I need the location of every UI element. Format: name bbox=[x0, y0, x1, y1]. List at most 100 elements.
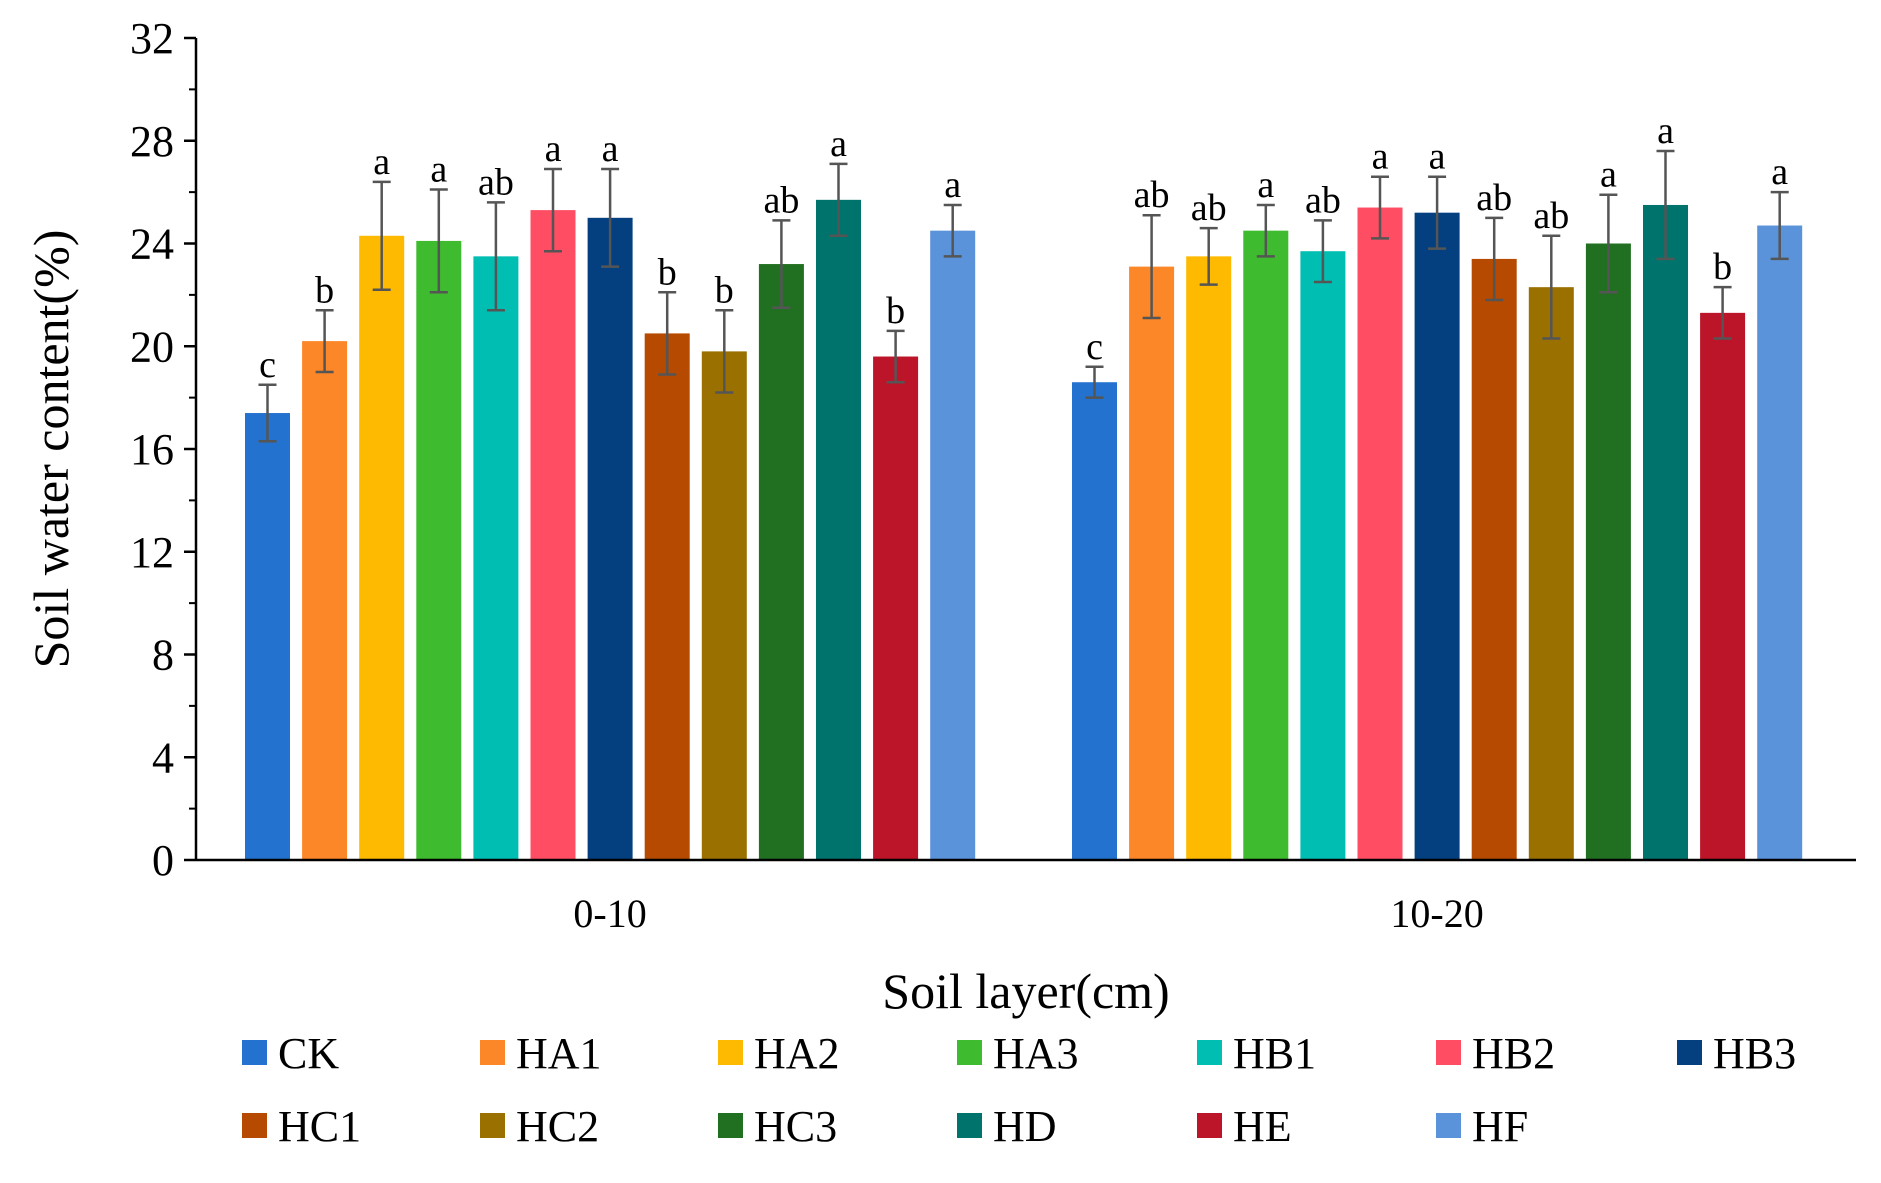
bar-ck-0-10 bbox=[245, 413, 290, 860]
legend-swatch bbox=[242, 1113, 267, 1138]
legend-item-hb2: HB2 bbox=[1436, 1029, 1555, 1078]
significance-letter-ha1-10-20: ab bbox=[1134, 174, 1170, 216]
legend-swatch bbox=[957, 1113, 982, 1138]
y-tick-label: 16 bbox=[130, 425, 174, 474]
error-bar-ha3-0-10 bbox=[429, 188, 448, 294]
legend-item-ck: CK bbox=[242, 1029, 339, 1078]
significance-letter-hc3-10-20: a bbox=[1600, 154, 1617, 196]
legend-label: HA2 bbox=[754, 1029, 840, 1078]
bar-hc3-0-10 bbox=[758, 264, 804, 860]
legend-swatch bbox=[1436, 1113, 1461, 1138]
bar-hc3-10-20 bbox=[1585, 243, 1631, 860]
error-bar-ha2-0-10 bbox=[372, 180, 391, 291]
legend-label: HC2 bbox=[516, 1102, 599, 1151]
legend-label: HB3 bbox=[1713, 1029, 1796, 1078]
legend-item-hc3: HC3 bbox=[718, 1102, 837, 1151]
error-bar-hc2-10-20 bbox=[1542, 234, 1561, 340]
legend-swatch bbox=[718, 1040, 743, 1065]
y-tick-label: 28 bbox=[130, 117, 174, 166]
error-bar-hb1-0-10 bbox=[486, 201, 505, 312]
bar-hb1-10-20 bbox=[1300, 251, 1346, 861]
significance-letter-hb2-10-20: a bbox=[1372, 136, 1389, 178]
significance-letter-hb1-10-20: ab bbox=[1305, 179, 1341, 221]
error-bars-layer bbox=[258, 149, 1789, 443]
bar-hc2-10-20 bbox=[1528, 287, 1574, 860]
legend-label: HD bbox=[993, 1102, 1057, 1151]
legend-item-hb1: HB1 bbox=[1197, 1029, 1316, 1078]
significance-letter-hc1-0-10: b bbox=[658, 251, 677, 293]
legend-item-hc2: HC2 bbox=[480, 1102, 599, 1151]
bar-hf-0-10 bbox=[930, 230, 976, 860]
error-bar-hb2-10-20 bbox=[1371, 175, 1389, 240]
legend-swatch bbox=[957, 1040, 982, 1065]
legend-label: HA1 bbox=[516, 1029, 602, 1078]
error-bar-ha2-10-20 bbox=[1199, 226, 1218, 286]
legend-label: CK bbox=[278, 1029, 339, 1078]
legend-item-ha2: HA2 bbox=[718, 1029, 840, 1078]
y-axis-title: Soil water content(%) bbox=[23, 230, 79, 669]
legend-swatch bbox=[1677, 1040, 1702, 1065]
significance-letter-hc1-10-20: ab bbox=[1476, 177, 1512, 219]
error-bar-ha1-10-20 bbox=[1142, 213, 1161, 320]
error-bar-hc2-0-10 bbox=[715, 309, 734, 394]
error-bar-ck-10-20 bbox=[1085, 365, 1104, 399]
error-bar-ha1-0-10 bbox=[315, 309, 334, 374]
error-bar-hf-10-20 bbox=[1770, 190, 1789, 261]
bar-hd-0-10 bbox=[816, 199, 861, 861]
significance-letter-hc2-10-20: ab bbox=[1533, 195, 1569, 237]
legend-label: HC1 bbox=[278, 1102, 361, 1151]
legend-swatch bbox=[480, 1113, 505, 1138]
x-category-label: 10-20 bbox=[1390, 891, 1483, 936]
legend-item-hf: HF bbox=[1436, 1102, 1528, 1151]
bar-hb2-0-10 bbox=[530, 210, 576, 860]
legend-item-hb3: HB3 bbox=[1677, 1029, 1796, 1078]
significance-letter-ha3-10-20: a bbox=[1257, 164, 1274, 206]
legend-swatch bbox=[718, 1113, 743, 1138]
significance-letter-hb2-0-10: a bbox=[545, 128, 562, 170]
bar-ha2-10-20 bbox=[1186, 256, 1232, 860]
significance-letter-hf-10-20: a bbox=[1771, 151, 1788, 193]
legend-item-ha3: HA3 bbox=[957, 1029, 1079, 1078]
significance-letter-he-10-20: b bbox=[1713, 246, 1732, 288]
legend-swatch bbox=[1197, 1040, 1222, 1065]
error-bar-ck-0-10 bbox=[258, 383, 277, 443]
significance-letter-hf-0-10: a bbox=[944, 164, 961, 206]
significance-letter-hb3-0-10: a bbox=[602, 128, 619, 170]
y-tick-label: 24 bbox=[130, 220, 174, 269]
legend-label: HB1 bbox=[1233, 1029, 1316, 1078]
error-bar-hb1-10-20 bbox=[1313, 219, 1332, 284]
legend-swatch bbox=[1197, 1113, 1222, 1138]
error-bar-he-0-10 bbox=[886, 329, 905, 384]
significance-letter-ha3-0-10: a bbox=[430, 149, 447, 191]
x-axis-title: Soil layer(cm) bbox=[882, 963, 1169, 1019]
y-tick-label: 32 bbox=[130, 14, 174, 63]
error-bar-hb3-0-10 bbox=[601, 167, 620, 268]
significance-letter-ha1-0-10: b bbox=[315, 269, 334, 311]
error-bar-ha3-10-20 bbox=[1256, 203, 1275, 258]
significance-letter-ck-10-20: c bbox=[1086, 326, 1103, 368]
bar-ha2-0-10 bbox=[359, 235, 405, 860]
significance-letter-hb3-10-20: a bbox=[1429, 136, 1446, 178]
legend-label: HA3 bbox=[993, 1029, 1079, 1078]
legend-item-hd: HD bbox=[957, 1102, 1057, 1151]
legend-item-ha1: HA1 bbox=[480, 1029, 602, 1078]
error-bar-hc1-10-20 bbox=[1485, 216, 1504, 302]
y-tick-label: 4 bbox=[152, 733, 174, 782]
significance-letter-ha2-0-10: a bbox=[373, 141, 390, 183]
significance-letter-he-0-10: b bbox=[886, 290, 905, 332]
error-bar-hb2-0-10 bbox=[544, 167, 562, 253]
legend-label: HB2 bbox=[1472, 1029, 1555, 1078]
significance-letter-ck-0-10: c bbox=[259, 344, 276, 386]
y-ticks-layer: 0 4 8 12 16 20 24 28 32 bbox=[130, 14, 196, 885]
significance-letter-hb1-0-10: ab bbox=[478, 161, 514, 203]
error-bar-hf-0-10 bbox=[943, 203, 962, 258]
bar-hc2-0-10 bbox=[701, 351, 747, 860]
y-tick-label: 20 bbox=[130, 322, 174, 371]
legend-label: HF bbox=[1472, 1102, 1528, 1151]
significance-letter-hc3-0-10: ab bbox=[763, 179, 799, 221]
legend-item-he: HE bbox=[1197, 1102, 1292, 1151]
bar-he-0-10 bbox=[873, 356, 919, 860]
